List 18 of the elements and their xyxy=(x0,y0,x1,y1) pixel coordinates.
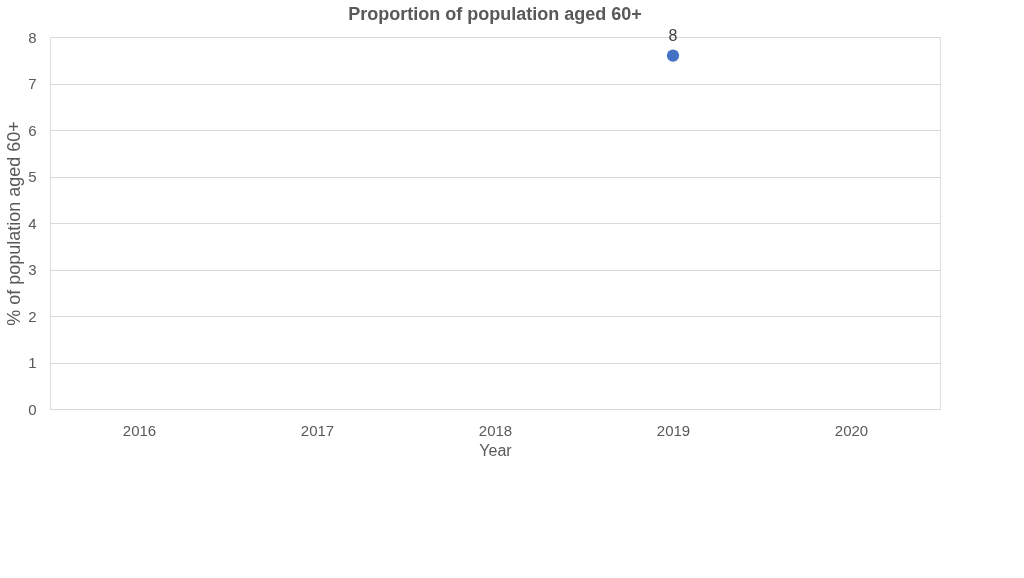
y-tick-label: 4 xyxy=(28,214,37,232)
y-tick-label: 3 xyxy=(28,261,37,278)
y-tick-label: 6 xyxy=(28,121,37,139)
y-tick-label: 8 xyxy=(28,28,37,46)
x-tick-label: 2017 xyxy=(300,421,335,439)
x-axis-title: Year xyxy=(479,441,513,459)
y-axis-title: % of population aged 60+ xyxy=(4,121,25,326)
x-tick-label: 2018 xyxy=(478,421,513,439)
y-tick-label: 7 xyxy=(28,75,37,92)
x-tick-label: 2020 xyxy=(834,421,869,439)
chart-title: Proportion of population aged 60+ xyxy=(348,3,642,24)
y-tick-label: 1 xyxy=(28,354,37,371)
y-tick-label: 5 xyxy=(28,168,37,185)
data-label: 8 xyxy=(668,26,678,44)
x-tick-label: 2016 xyxy=(122,421,157,439)
y-tick-label: 2 xyxy=(28,307,37,325)
x-tick-label: 2019 xyxy=(656,421,691,439)
y-tick-label: 0 xyxy=(28,400,37,418)
